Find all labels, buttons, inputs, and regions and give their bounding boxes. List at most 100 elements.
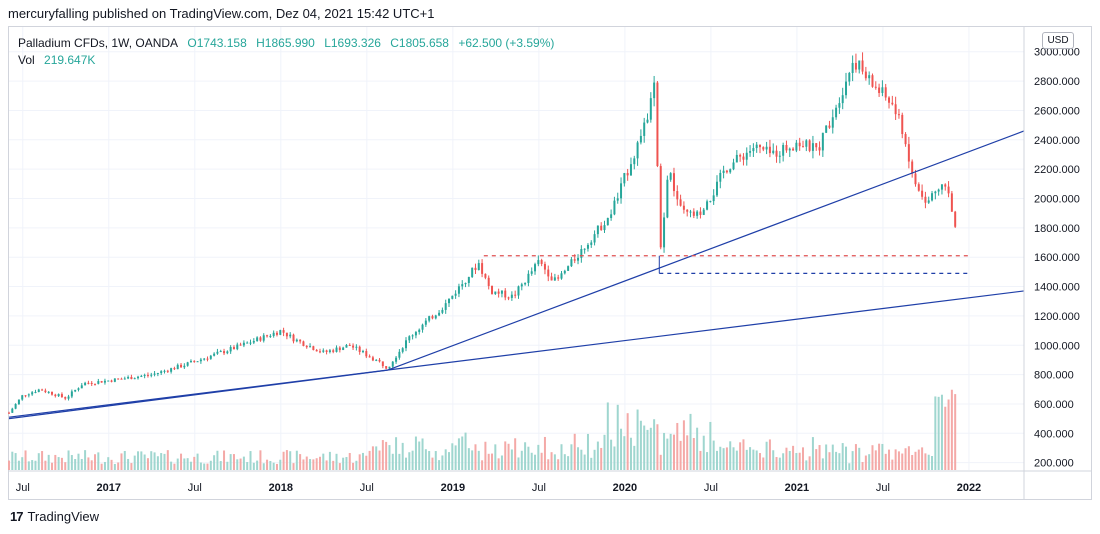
volume-bar (682, 420, 685, 470)
volume-bar (156, 456, 159, 470)
candle-body (633, 158, 636, 165)
candle-body (504, 290, 507, 298)
candle-body (269, 335, 272, 337)
volume-bar (117, 462, 120, 470)
volume-bar (500, 455, 503, 470)
candle-body (613, 200, 616, 215)
candle-body (874, 86, 877, 88)
low-value: L1693.326 (324, 36, 381, 50)
currency-badge[interactable]: USD (1042, 32, 1074, 49)
candle-body (692, 211, 695, 216)
publish-info: mercuryfalling published on TradingView.… (8, 6, 435, 21)
volume-bar (825, 444, 828, 470)
time-tick-label: 2020 (613, 482, 637, 494)
volume-bar (252, 462, 255, 470)
candle-body (186, 362, 189, 366)
candle-body (818, 147, 821, 151)
volume-bar (77, 453, 80, 470)
candle-body (395, 357, 398, 362)
candle-body (679, 199, 682, 206)
volume-bar (845, 446, 848, 470)
volume-bar (408, 452, 411, 470)
volume-bar (143, 454, 146, 470)
candle-body (90, 382, 93, 384)
time-tick-label: 2021 (785, 482, 809, 494)
close-value: C1805.658 (390, 36, 449, 50)
volume-bar (924, 453, 927, 470)
tradingview-logo-icon: 17 (10, 509, 24, 524)
volume-bar (600, 447, 603, 470)
candle-body (345, 345, 348, 348)
candle-body (484, 273, 487, 278)
volume-bar (249, 451, 252, 470)
volume-bar (481, 460, 484, 470)
volume-bar (17, 460, 20, 470)
volume-bar (113, 463, 116, 470)
candle-body (67, 396, 70, 399)
volume-bar (223, 450, 226, 470)
volume-bar (871, 445, 874, 470)
candle-body (335, 347, 338, 352)
volume-value: 219.647K (44, 53, 96, 67)
chart-frame[interactable] (8, 26, 1092, 500)
candle-body (699, 211, 702, 215)
volume-bar (868, 454, 871, 470)
candle-body (160, 371, 163, 374)
volume-bar (540, 452, 543, 470)
candle-body (421, 324, 424, 330)
candle-body (441, 309, 444, 313)
volume-bar (94, 454, 97, 470)
candle-body (755, 144, 758, 149)
candle-body (457, 286, 460, 294)
candle-body (153, 373, 156, 375)
candle-body (510, 294, 513, 298)
volume-bar (497, 458, 500, 470)
candle-body (84, 382, 87, 386)
volume-bar (189, 461, 192, 470)
volume-bar (864, 455, 867, 470)
candle-body (249, 342, 252, 344)
time-tick-label: Jul (188, 482, 202, 494)
volume-bar (259, 450, 262, 470)
candle-body (60, 394, 63, 397)
candle-body (722, 170, 725, 173)
candle-body (213, 353, 216, 356)
candle-body (666, 179, 669, 218)
volume-bar (679, 440, 682, 470)
candle-body (41, 389, 44, 391)
volume-bar (395, 437, 398, 470)
volume-bar (805, 460, 808, 470)
candle-body (583, 248, 586, 250)
symbol-label[interactable]: Palladium CFDs, 1W, OANDA (18, 36, 179, 50)
volume-bar (649, 427, 652, 470)
candle-body (788, 148, 791, 151)
candle-body (937, 189, 940, 192)
volume-bar (573, 433, 576, 470)
candle-body (239, 344, 242, 346)
volume-bar (947, 399, 950, 470)
candle-body (934, 191, 937, 194)
change-value: +62.500 (+3.59%) (458, 36, 555, 50)
footer-brand[interactable]: 17 TradingView (10, 509, 99, 524)
volume-bar (901, 453, 904, 470)
volume-bar (365, 455, 368, 470)
volume-bar (808, 456, 811, 470)
volume-bar (232, 454, 235, 470)
volume-bar (471, 450, 474, 470)
volume-bar (44, 460, 47, 470)
candle-body (8, 412, 10, 414)
volume-bar (375, 446, 378, 470)
volume-bar (831, 444, 834, 470)
candle-body (871, 75, 874, 87)
candle-body (772, 150, 775, 154)
volume-bar (219, 461, 222, 470)
volume-bar (768, 439, 771, 470)
candle-body (414, 332, 417, 336)
volume-bar (355, 460, 358, 470)
candle-body (140, 375, 143, 377)
volume-bar (735, 450, 738, 470)
volume-bar (474, 444, 477, 470)
volume-bar (428, 451, 431, 470)
candle-body (206, 358, 209, 360)
